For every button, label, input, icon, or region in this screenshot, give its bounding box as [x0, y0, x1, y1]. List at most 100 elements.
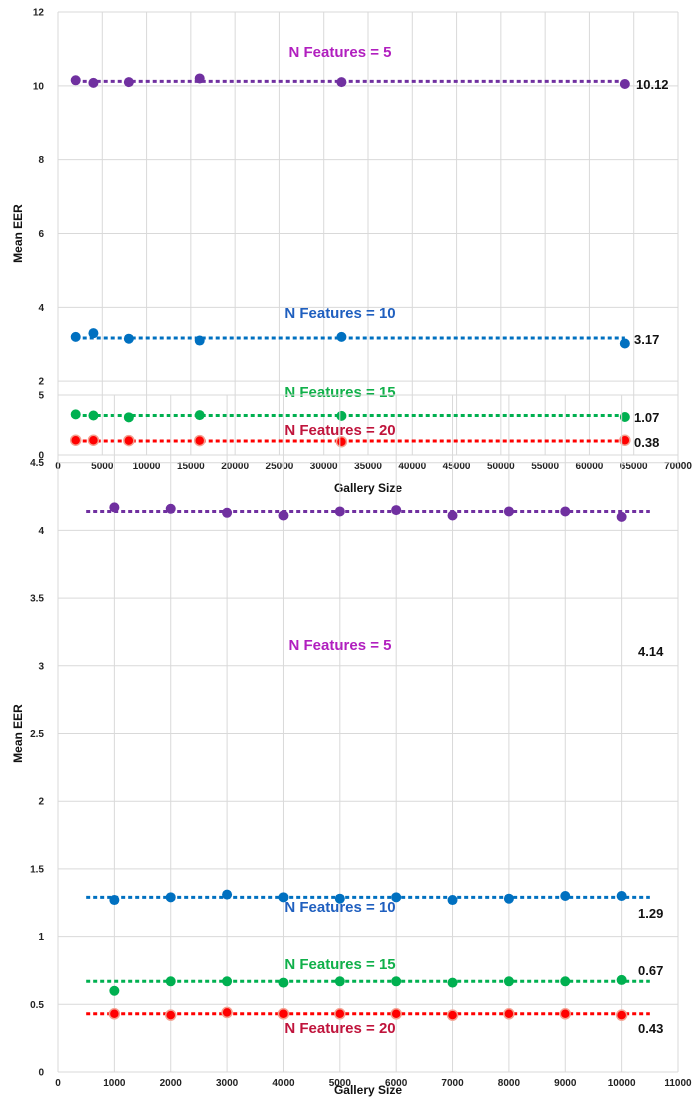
- data-point: [70, 75, 81, 86]
- data-point: [619, 434, 631, 446]
- data-point: [88, 410, 99, 421]
- end-value-label: 0.67: [638, 963, 663, 978]
- data-point: [193, 434, 206, 447]
- y-tick-label: 0: [38, 451, 44, 462]
- data-point: [222, 507, 233, 518]
- x-tick-label: 7000: [441, 1078, 464, 1089]
- x-tick-label: 20000: [221, 461, 249, 472]
- series-1: N Features = 5 10.12: [70, 44, 669, 92]
- x-tick-label: 8000: [498, 1078, 521, 1089]
- data-point: [336, 77, 347, 88]
- x-tick-label: 30000: [310, 461, 338, 472]
- data-point: [109, 502, 120, 513]
- x-tick-label: 2000: [160, 1078, 183, 1089]
- y-tick-label: 2.5: [30, 729, 44, 740]
- data-point: [447, 977, 458, 988]
- data-point: [194, 410, 205, 421]
- y-tick-label: 4: [38, 303, 44, 314]
- data-point: [615, 1009, 628, 1021]
- data-point: [336, 410, 347, 421]
- data-point: [88, 328, 99, 339]
- data-point: [503, 893, 514, 904]
- y-axis-title: Mean EER: [11, 704, 25, 763]
- y-tick-label: 12: [33, 8, 45, 19]
- data-point: [165, 503, 176, 514]
- end-value-label: 10.12: [636, 77, 669, 92]
- y-tick-label: 4: [38, 526, 44, 537]
- x-tick-label: 40000: [398, 461, 426, 472]
- x-tick-label: 3000: [216, 1078, 239, 1089]
- data-point: [446, 1009, 459, 1021]
- end-value-label: 0.38: [634, 435, 659, 450]
- x-axis-title: Gallery Size: [334, 481, 402, 495]
- x-tick-label: 11000: [664, 1078, 692, 1089]
- x-tick-label: 10000: [608, 1078, 636, 1089]
- data-point: [88, 77, 99, 88]
- data-point: [334, 1008, 346, 1020]
- data-point: [222, 889, 233, 900]
- chart-2: 0 1000 2000 3000 4000 5000 6000 7000 8000 9000 100…: [11, 391, 692, 1098]
- y-tick-label: 1.5: [30, 864, 44, 875]
- data-point: [87, 434, 100, 446]
- series-label: N Features = 10: [284, 899, 395, 916]
- data-point: [222, 976, 233, 987]
- x-tick-label: 10000: [133, 461, 161, 472]
- data-point: [123, 434, 135, 447]
- data-point: [108, 1008, 121, 1020]
- x-tick-label: 50000: [487, 461, 515, 472]
- x-tick-label: 15000: [177, 461, 205, 472]
- data-point: [616, 511, 627, 522]
- data-point: [123, 412, 134, 423]
- x-tick-label: 65000: [620, 461, 648, 472]
- y-tick-label: 1: [38, 932, 44, 943]
- data-point: [334, 893, 345, 904]
- chart-1: 0 5000 10000 15000 20000 25000 30000 35000 40000…: [11, 8, 692, 496]
- series-3: N Features = 15 0.67: [86, 956, 663, 996]
- y-tick-label: 3: [38, 661, 44, 672]
- data-point: [390, 1008, 402, 1020]
- data-point: [336, 331, 347, 342]
- y-axis-ticks: 0 0.5 1 1.5 2 2.5 3 3.5 4 4.5 5: [30, 391, 44, 1079]
- y-axis-ticks: 0 2 4 6 8 10 12: [33, 8, 45, 462]
- data-point: [560, 890, 571, 901]
- data-point: [559, 1008, 572, 1020]
- x-tick-label: 55000: [531, 461, 559, 472]
- y-tick-label: 10: [33, 81, 45, 92]
- data-point: [616, 890, 627, 901]
- end-value-label: 0.43: [638, 1021, 663, 1036]
- data-point: [616, 974, 627, 985]
- x-tick-label: 1000: [103, 1078, 126, 1089]
- series-2: N Features = 10 3.17: [70, 305, 659, 349]
- series-label: N Features = 15: [284, 384, 395, 401]
- y-tick-label: 2: [38, 377, 44, 388]
- series-1: N Features = 5 4.14: [86, 502, 664, 659]
- y-tick-label: 0: [38, 1068, 44, 1079]
- x-axis-ticks: 0 1000 2000 3000 4000 5000 6000 7000 8000 9000 100…: [55, 1078, 692, 1089]
- gridlines: [57, 11, 679, 456]
- data-point: [334, 976, 345, 987]
- x-tick-label: 45000: [443, 461, 471, 472]
- y-tick-label: 0.5: [30, 1000, 44, 1011]
- data-point: [619, 338, 630, 349]
- data-point: [69, 434, 82, 446]
- data-point: [123, 333, 134, 344]
- x-tick-label: 60000: [576, 461, 604, 472]
- series-4: N Features = 200.38: [69, 422, 659, 450]
- series-label: N Features = 20: [284, 1020, 395, 1037]
- data-point: [447, 895, 458, 906]
- data-point: [277, 1008, 290, 1020]
- end-value-label: 3.17: [634, 332, 659, 347]
- data-point: [278, 977, 289, 988]
- end-value-label: 1.29: [638, 906, 663, 921]
- x-tick-label: 9000: [554, 1078, 577, 1089]
- series-2: N Features = 10 1.29: [86, 889, 663, 921]
- data-point: [560, 976, 571, 987]
- x-tick-label: 25000: [266, 461, 294, 472]
- data-point: [278, 892, 289, 903]
- series-label: N Features = 10: [284, 305, 395, 322]
- x-axis-title: Gallery Size: [334, 1083, 402, 1097]
- data-point: [109, 985, 120, 996]
- data-point: [123, 77, 134, 88]
- data-point: [164, 1009, 177, 1021]
